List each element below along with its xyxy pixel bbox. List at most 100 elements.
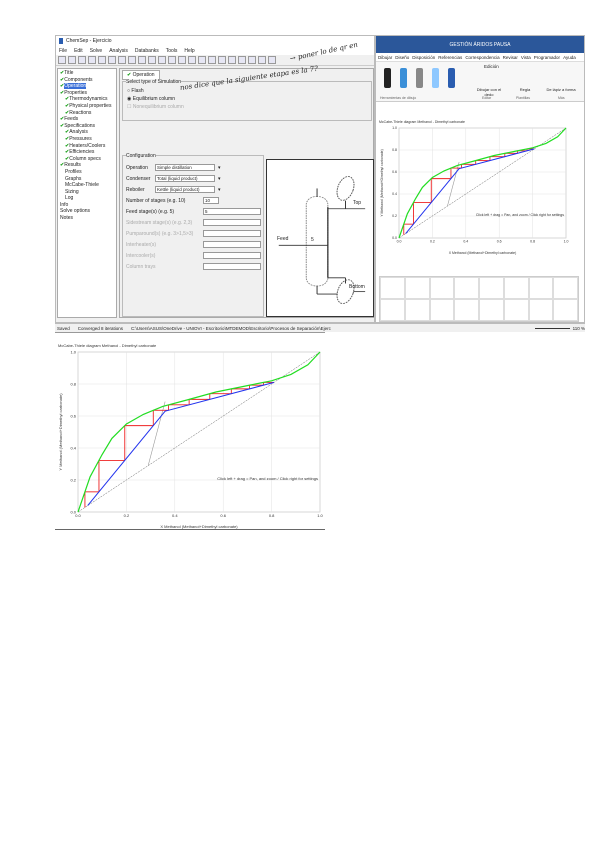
pen-blue-icon[interactable]: [400, 68, 407, 88]
tree-item[interactable]: ✔Column specs: [59, 156, 115, 163]
text-input[interactable]: [203, 230, 261, 237]
menu-help[interactable]: Help: [184, 47, 195, 54]
table-cell[interactable]: [528, 299, 554, 321]
ribbon-tab[interactable]: Programador: [533, 54, 561, 60]
checkbox-nonequilibrium[interactable]: ☐ Nonequilibrium column: [127, 104, 184, 110]
ribbon-tab[interactable]: Diseño: [395, 54, 410, 60]
toolbar-button-icon[interactable]: [58, 56, 66, 64]
ribbon-tab[interactable]: Ayuda: [563, 54, 576, 60]
mccabe-thiele-chart-small[interactable]: McCabe-Thiele diagram Methanol - Dimethy…: [377, 116, 572, 256]
tree-item[interactable]: ✔Efficiencies: [59, 149, 115, 156]
toolbar-button-icon[interactable]: [248, 56, 256, 64]
table-cell[interactable]: [503, 299, 529, 321]
ribbon-tab[interactable]: Disposición: [412, 54, 436, 60]
toolbar-button-icon[interactable]: [198, 56, 206, 64]
tree-item[interactable]: ✔Operation: [59, 83, 115, 90]
pen-gray-icon[interactable]: [416, 68, 423, 88]
table-cell[interactable]: [380, 277, 405, 299]
table-cell[interactable]: [454, 277, 479, 299]
pen-black-icon[interactable]: [384, 68, 391, 88]
radio-flash[interactable]: ○ Flash: [127, 88, 144, 94]
tree-item[interactable]: ✔Pressures: [59, 136, 115, 143]
toolbar-button-icon[interactable]: [88, 56, 96, 64]
table-cell[interactable]: [454, 299, 479, 321]
zoom-slider[interactable]: 110 %: [534, 326, 585, 331]
ribbon-tab[interactable]: Referencias: [438, 54, 463, 60]
tree-item[interactable]: ✔Specifications: [59, 123, 115, 130]
tree-item[interactable]: ✔Title: [59, 70, 115, 77]
tree-item[interactable]: Solve options: [59, 208, 115, 215]
ruler-button[interactable]: Regla: [519, 87, 531, 92]
dropdown[interactable]: Simple distillation: [155, 164, 215, 171]
table-cell[interactable]: [429, 277, 455, 299]
toolbar-button-icon[interactable]: [168, 56, 176, 64]
table-cell[interactable]: [528, 277, 554, 299]
text-input[interactable]: [203, 241, 261, 248]
text-input[interactable]: 5: [203, 208, 261, 215]
text-input[interactable]: [203, 263, 261, 270]
toolbar-button-icon[interactable]: [258, 56, 266, 64]
table-cell[interactable]: [479, 299, 504, 321]
tree-item[interactable]: ✔Properties: [59, 90, 115, 97]
ribbon-tab[interactable]: Correspondencia: [465, 54, 500, 60]
mccabe-thiele-chart[interactable]: McCabe-Thiele diagram Methanol - Dimethy…: [56, 340, 326, 530]
pen-dark-blue-icon[interactable]: [448, 68, 455, 88]
toolbar-button-icon[interactable]: [68, 56, 76, 64]
tree-item[interactable]: Graphs: [59, 176, 115, 183]
menu-solve[interactable]: Solve: [89, 47, 103, 54]
menu-file[interactable]: File: [59, 47, 68, 54]
tree-item[interactable]: ✔Reactions: [59, 110, 115, 117]
radio-equilibrium[interactable]: ◉ Equilibrium column: [127, 96, 176, 102]
toolbar-button-icon[interactable]: [78, 56, 86, 64]
toolbar-button-icon[interactable]: [218, 56, 226, 64]
editing-mode[interactable]: Edición: [484, 64, 499, 69]
ribbon-tab[interactable]: Dibujar: [378, 54, 393, 60]
tree-item[interactable]: Info: [59, 202, 115, 209]
toolbar-button-icon[interactable]: [178, 56, 186, 64]
toolbar-button-icon[interactable]: [108, 56, 116, 64]
table-cell[interactable]: [553, 299, 578, 321]
ribbon-tab[interactable]: Vista: [520, 54, 531, 60]
toolbar-button-icon[interactable]: [268, 56, 276, 64]
tree-item[interactable]: Log: [59, 195, 115, 202]
toolbar-button-icon[interactable]: [158, 56, 166, 64]
menu-edit[interactable]: Edit: [74, 47, 83, 54]
highlighter-icon[interactable]: [432, 68, 439, 88]
tree-item[interactable]: ✔Heaters/Coolers: [59, 143, 115, 150]
tree-item[interactable]: Notes: [59, 215, 115, 222]
tree-item[interactable]: ✔Feeds: [59, 116, 115, 123]
toolbar-button-icon[interactable]: [148, 56, 156, 64]
draw-with-touch-button[interactable]: Dibujar con el dedo: [476, 87, 502, 97]
navigation-tree[interactable]: ✔Title ✔Components ✔Operation ✔Properties ✔T…: [57, 68, 117, 318]
text-input[interactable]: [203, 252, 261, 259]
toolbar-button-icon[interactable]: [128, 56, 136, 64]
toolbar-button-icon[interactable]: [138, 56, 146, 64]
table-cell[interactable]: [429, 299, 455, 321]
toolbar-button-icon[interactable]: [238, 56, 246, 64]
table-cell[interactable]: [553, 277, 578, 299]
dropdown[interactable]: Kettle (liquid product): [155, 186, 215, 193]
toolbar-button-icon[interactable]: [98, 56, 106, 64]
toolbar-button-icon[interactable]: [208, 56, 216, 64]
table-cell[interactable]: [404, 299, 430, 321]
tree-item[interactable]: ✔Physical properties: [59, 103, 115, 110]
tree-item[interactable]: Profiles: [59, 169, 115, 176]
tree-item[interactable]: Sizing: [59, 189, 115, 196]
text-input[interactable]: [203, 219, 261, 226]
menu-tools[interactable]: Tools: [165, 47, 178, 54]
toolbar-button-icon[interactable]: [228, 56, 236, 64]
ribbon-tab[interactable]: Revisar: [502, 54, 518, 60]
menu-databanks[interactable]: Databanks: [134, 47, 159, 54]
toolbar-button-icon[interactable]: [188, 56, 196, 64]
toolbar-button-icon[interactable]: [118, 56, 126, 64]
table-cell[interactable]: [503, 277, 529, 299]
tree-item[interactable]: ✔Components: [59, 77, 115, 84]
menu-analysis[interactable]: Analysis: [109, 47, 128, 54]
table-cell[interactable]: [404, 277, 430, 299]
ink-to-shape-button[interactable]: De lápiz a forma: [546, 87, 576, 92]
text-input[interactable]: 10: [203, 197, 219, 204]
table-cell[interactable]: [380, 299, 405, 321]
tree-item[interactable]: ✔Analysis: [59, 129, 115, 136]
dropdown[interactable]: Total (liquid product): [155, 175, 215, 182]
table-cell[interactable]: [479, 277, 504, 299]
